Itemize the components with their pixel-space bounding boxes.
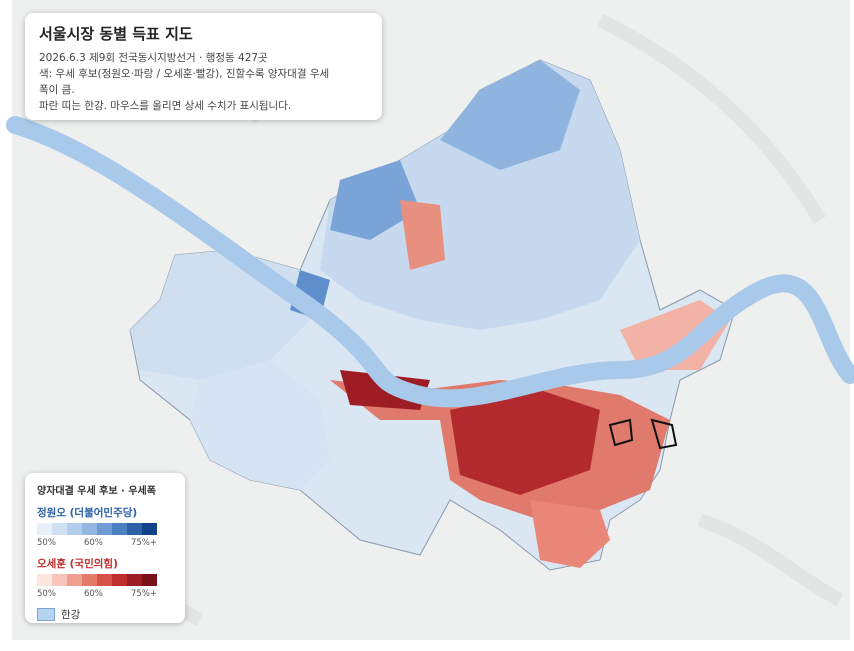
river-label: 한강 <box>61 609 81 621</box>
ramp-tick-label: 75%+ <box>130 538 157 548</box>
color-ramp <box>37 574 157 586</box>
ramp-swatch <box>52 574 67 586</box>
district-area-north <box>440 60 580 170</box>
ramp-swatch <box>127 574 142 586</box>
ramp-swatch <box>97 574 112 586</box>
ramp-tick-label: 60% <box>83 538 103 548</box>
info-line: 폭이 큼. <box>39 84 75 96</box>
ramp-swatch <box>112 574 127 586</box>
ramp-swatch <box>97 523 112 535</box>
info-card: 서울시장 동별 득표 지도 2026.6.3 제9회 전국동시지방선거 · 행정… <box>25 13 382 120</box>
info-line: 2026.6.3 제9회 전국동시지방선거 · 행정동 427곳 <box>39 52 268 64</box>
district-area-north <box>330 160 420 240</box>
ramp-swatch <box>67 574 82 586</box>
han-river <box>6 116 854 408</box>
district-area-east <box>620 300 730 370</box>
ramp-tick-label: 60% <box>83 589 103 599</box>
ramp-swatch <box>82 574 97 586</box>
candidate-name: 오세훈 (국민의힘) <box>37 558 118 570</box>
ramp-swatch <box>37 523 52 535</box>
ramp-swatch <box>52 523 67 535</box>
ramp-swatch <box>82 523 97 535</box>
ramp-swatch <box>142 574 157 586</box>
ramp-swatch <box>37 574 52 586</box>
ramp-tick-label: 50% <box>37 589 56 599</box>
legend-river: 한강 <box>37 607 173 622</box>
ramp-swatch <box>112 523 127 535</box>
map-title: 서울시장 동별 득표 지도 <box>39 25 193 43</box>
candidate-name: 정원오 (더불어민주당) <box>37 507 138 519</box>
legend-candidates: 정원오 (더불어민주당) 50% 60% 75%+ 오세훈 (국민의힘) 50% 60% 75… <box>37 505 173 599</box>
ramp-tick-label: 50% <box>37 538 56 548</box>
river-swatch <box>37 608 55 621</box>
ramp-swatch <box>127 523 142 535</box>
info-line: 색: 우세 후보(정원오·파랑 / 오세훈·빨강), 진할수록 양자대결 우세 <box>39 68 330 80</box>
ramp-ticks: 50% 60% 75%+ <box>37 538 157 548</box>
legend: 양자대결 우세 후보 · 우세폭 정원오 (더불어민주당) 50% 60% 75%+ 오… <box>25 473 185 623</box>
highlighted-district[interactable] <box>608 418 634 447</box>
info-line: 파란 띠는 한강. 마우스를 올리면 상세 수치가 표시됩니다. <box>39 100 292 112</box>
color-ramp <box>37 523 157 535</box>
district-area-south <box>450 390 600 495</box>
ramp-swatch <box>142 523 157 535</box>
district-area-southwest <box>190 360 330 490</box>
ramp-swatch <box>67 523 82 535</box>
district-area-south <box>530 500 610 568</box>
ramp-ticks: 50% 60% 75%+ <box>37 589 157 599</box>
highlighted-district[interactable] <box>650 418 678 450</box>
legend-title: 양자대결 우세 후보 · 우세폭 <box>37 486 156 497</box>
ramp-tick-label: 75%+ <box>130 589 157 599</box>
district-area-north <box>400 200 445 270</box>
